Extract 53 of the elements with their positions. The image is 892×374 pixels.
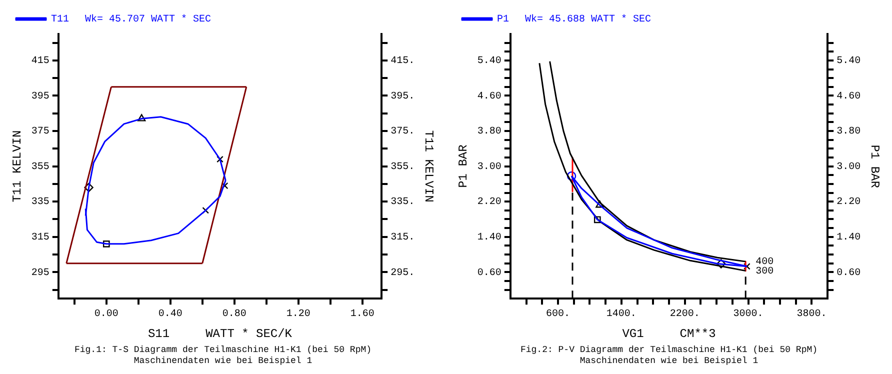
y2-tick-label: 335. [390,197,415,208]
text: Wk= 45.688 WATT * SEC [525,14,652,26]
y2-axis-title: P1 BAR [868,144,882,188]
y2-tick-label: 0.60 [836,268,861,279]
legend-label: P1 [497,14,510,26]
y2-tick-label: 355. [390,162,415,173]
y-tick-label: 315 [31,232,50,244]
x-tick-label: 0.80 [222,309,246,320]
annotation: 300 [756,266,774,278]
y2-tick-label: 5.40 [836,56,861,68]
text: Wk= 45.707 WATT * SEC [85,14,212,26]
y2-tick-label: 315. [390,232,415,244]
y-tick-label: 375 [31,126,50,138]
y-tick-label: 335 [31,197,50,208]
y-tick-label: 355 [31,162,50,173]
y-tick-label: 1.40 [477,232,502,244]
y2-tick-label: 395. [390,91,415,102]
x-axis-title: VG1 CM**3 [622,326,716,341]
y-tick-label: 0.60 [477,268,502,279]
x-tick-label: 3000. [733,309,764,320]
y-tick-label: 5.40 [477,56,502,68]
y2-tick-label: 375. [390,126,415,138]
x-tick-label: 0.40 [158,309,182,320]
y2-tick-label: 295. [390,268,415,279]
y2-tick-label: 3.00 [836,162,861,173]
y2-tick-label: 2.20 [836,197,861,208]
y-tick-label: 4.60 [477,91,502,102]
x-tick-label: 1.20 [286,309,310,320]
x-tick-label: 0.00 [94,309,118,320]
x-axis-title: S11 WATT * SEC/K [148,326,293,341]
x-tick-label: 2200. [670,309,700,320]
text: Maschinendaten wie bei Beispiel 1 [132,356,314,367]
y-tick-label: 3.80 [477,126,502,138]
legend-label: T11 [51,14,70,26]
y-axis-title: T11 KELVIN [10,130,24,202]
x-tick-label: 1.60 [350,309,374,320]
y2-axis-title: T11 KELVIN [422,130,436,202]
y-tick-label: 395 [31,91,50,102]
x-tick-label: 1400. [606,309,636,320]
y-tick-label: 295 [31,268,50,279]
x-tick-label: 600. [546,309,570,320]
y2-tick-label: 1.40 [836,232,861,244]
y-axis-title: P1 BAR [456,144,470,188]
caption: Fig.1: T-S Diagramm der Teilmaschine H1-K1 (bei 50 RpM) [73,345,373,356]
y-tick-label: 3.00 [477,162,502,173]
x-tick-label: 3800. [796,309,827,320]
y2-tick-label: 3.80 [836,126,861,138]
text: Maschinendaten wie bei Beispiel 1 [578,356,760,367]
y2-tick-label: 415. [390,56,415,68]
y-tick-label: 415 [31,56,50,68]
y2-tick-label: 4.60 [836,91,861,102]
caption: Fig.2: P-V Diagramm der Teilmaschine H1-K1 (bei 50 RpM) [519,345,819,356]
y-tick-label: 2.20 [477,197,502,208]
